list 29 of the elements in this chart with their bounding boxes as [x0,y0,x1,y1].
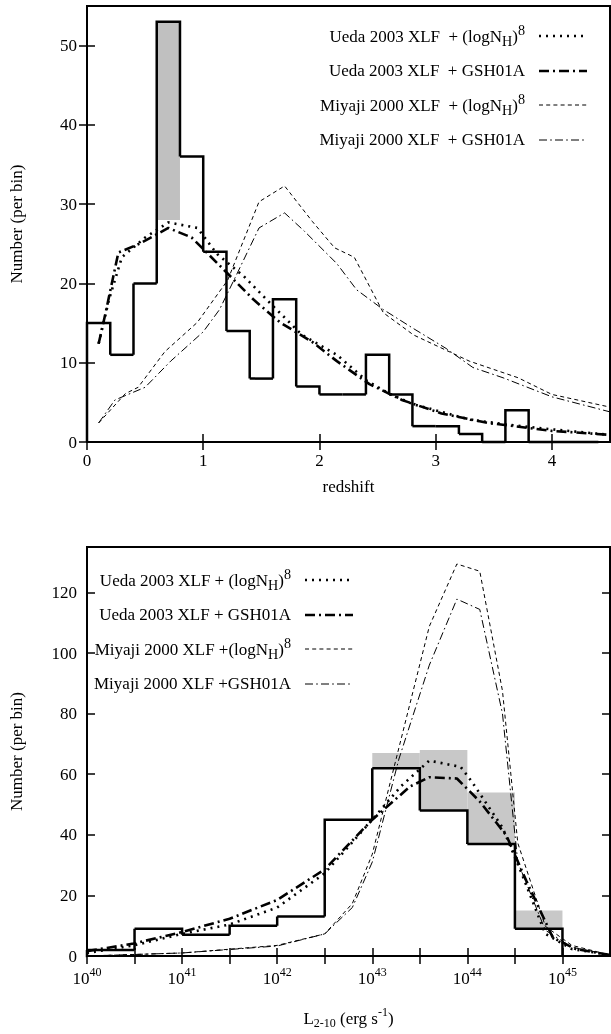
y-tick-label: 100 [51,643,77,663]
x-axis-title: redshift [322,477,375,496]
x-tick-label: 0 [82,451,92,470]
y-tick-label: 10 [60,353,77,373]
legend-label: Miyaji 2000 XLF + (logN$_{H}$)$^{8}$ [320,90,525,121]
x-tick-label: 3 [431,451,440,470]
legend-label: Miyaji 2000 XLF +(logN$_{H}$)$^{8}$ [94,634,292,665]
x-tick-label: 4 [547,451,557,470]
legend-label: Ueda 2003 XLF + GSH01A [328,60,525,83]
y-tick-label: 0 [68,946,77,966]
legend-label: Ueda 2003 XLF + GSH01A [99,604,292,627]
legend-label: Miyaji 2000 XLF + GSH01A [319,129,525,152]
y-tick-label: 0 [68,432,77,452]
legend-label: Miyaji 2000 XLF +GSH01A [94,673,292,696]
y-tick-label: 20 [60,885,77,905]
x-tick-label: 1 [198,451,208,470]
y-tick-label: 30 [60,194,77,214]
y-tick-label: 120 [51,582,77,602]
y-tick-label: 40 [60,825,77,845]
y-tick-label: 40 [60,115,77,135]
y-tick-label: 20 [60,273,77,293]
y-tick-label: 80 [60,704,77,724]
y-axis-title: Number (per bin) [7,692,26,811]
x-tick-label: 2 [315,451,324,470]
legend-label: Ueda 2003 XLF + (logN$_{H}$)$^{8}$ [99,565,292,596]
y-tick-label: 50 [60,36,77,56]
y-axis-title: Number (per bin) [7,164,26,284]
y-tick-label: 60 [60,764,77,784]
legend-label: Ueda 2003 XLF + (logN$_{H}$)$^{8}$ [329,21,525,52]
